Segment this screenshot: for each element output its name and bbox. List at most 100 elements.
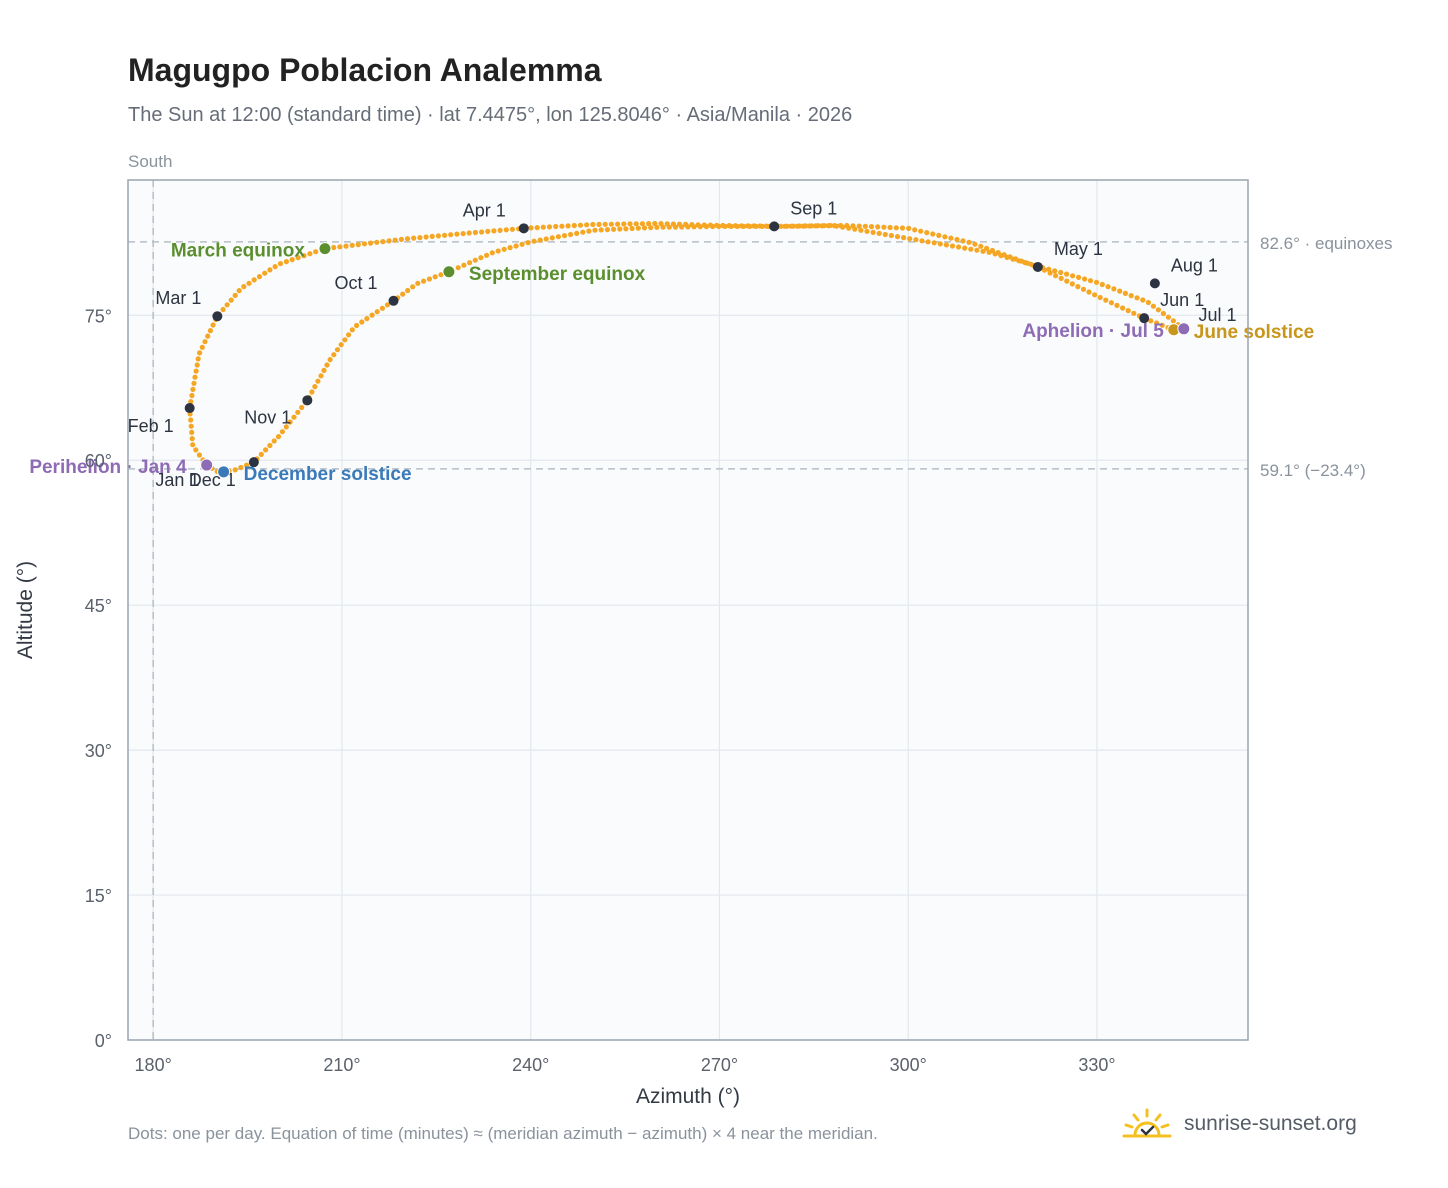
x-axis-label: Azimuth (°) [636,1085,740,1108]
daily-dot [942,234,948,240]
daily-dot [571,222,577,229]
month-label: Feb 1 [128,416,174,436]
daily-dot [868,224,875,230]
daily-dot [590,221,596,228]
daily-dot [1099,281,1105,288]
daily-dot [1122,290,1128,296]
daily-dot [943,242,950,248]
daily-dot [238,464,244,471]
daily-dot [359,319,365,325]
daily-dot [807,223,813,229]
daily-dot [1093,279,1100,285]
month-marker [212,311,223,322]
daily-dot [568,231,574,238]
daily-dot [429,233,435,239]
daily-dot [1007,254,1013,260]
daily-dot [287,419,293,425]
month-marker [1032,261,1043,272]
meridian-label: South [128,152,172,171]
daily-dot [870,229,876,235]
brand[interactable]: sunrise-sunset.org [1122,1102,1357,1146]
daily-dot [875,224,881,230]
daily-dot [263,447,269,453]
daily-dot [241,284,247,290]
daily-dot [980,248,986,254]
x-tick-label: 180° [135,1055,172,1075]
daily-dot [1125,308,1131,314]
daily-dot [343,243,349,249]
daily-dot [331,244,337,251]
daily-dot [1064,278,1070,284]
daily-dot [962,245,968,251]
daily-dot [349,242,355,248]
daily-dot [534,225,540,231]
daily-dot [246,280,252,286]
daily-dot [1150,303,1156,309]
daily-dot [565,223,571,229]
daily-dot [1064,271,1070,277]
y-tick-label: 75° [85,306,112,326]
daily-dot [1108,300,1114,306]
daily-dot [1024,260,1030,266]
daily-dot [374,309,380,315]
daily-dot [519,241,525,247]
daily-dot [193,447,199,453]
daily-dot [489,250,495,256]
daily-dot [461,262,467,268]
daily-dot [315,378,321,384]
month-marker [1149,278,1160,289]
daily-dot [881,224,887,230]
daily-dot [466,230,472,236]
daily-dot [354,322,360,329]
daily-dot [195,356,201,362]
daily-dot [1076,274,1082,280]
daily-dot [190,386,196,392]
daily-dot [782,223,788,229]
daily-dot [283,424,289,430]
daily-dot [460,231,466,237]
daily-dot [995,250,1001,256]
daily-dot [355,242,361,248]
daily-dot [455,265,461,271]
daily-dot [608,221,615,227]
daily-dot [623,226,629,232]
daily-dot [220,306,226,313]
daily-dot [411,235,417,241]
daily-dot [1140,297,1146,303]
y-tick-label: 45° [85,596,112,616]
daily-dot [931,240,937,246]
daily-dot [893,225,899,231]
month-label: Nov 1 [244,407,291,427]
y-tick-label: 60° [85,451,112,471]
sun-icon [1122,1108,1172,1138]
month-label: Aug 1 [1171,255,1218,275]
daily-dot [190,442,196,448]
daily-dot [271,438,277,444]
daily-dot [757,223,763,229]
plot-border [127,179,1249,1041]
daily-dot [210,322,216,328]
daily-dot [194,362,200,368]
daily-dot [528,225,534,231]
daily-dot [454,231,460,237]
daily-dot [189,392,195,399]
daily-dot [580,229,586,235]
daily-dot [423,234,429,240]
month-label: Apr 1 [463,200,506,220]
daily-dot [1013,256,1019,262]
daily-dot [442,232,448,238]
daily-dot [604,227,611,233]
daily-dot [364,316,370,322]
daily-dot [1114,302,1120,308]
daily-dot [346,332,352,338]
reference-line-label: 59.1° (−23.4°) [1260,461,1366,480]
daily-dot [617,226,623,232]
event-marker [442,265,456,279]
daily-dot [188,399,194,405]
daily-dot [968,246,974,252]
daily-dot [331,352,337,358]
daily-dot [484,252,490,258]
daily-dot [309,389,315,395]
daily-dot [602,221,608,227]
